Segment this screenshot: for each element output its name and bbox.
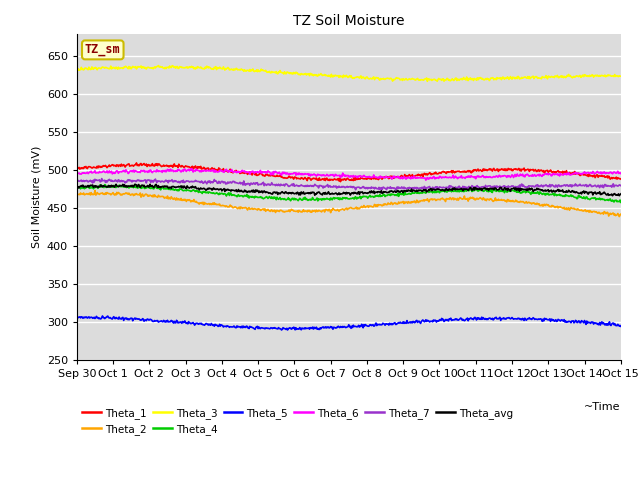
Theta_7 xyxy=(98,176,106,181)
Theta_avg xyxy=(568,188,575,194)
Theta_7 xyxy=(392,187,399,193)
Theta_5 xyxy=(278,327,285,333)
Theta_6 xyxy=(568,171,576,177)
Theta_1 xyxy=(395,175,403,180)
Theta_6 xyxy=(216,167,224,173)
Line: Theta_1: Theta_1 xyxy=(77,163,621,181)
Theta_7 xyxy=(395,184,403,190)
Theta_3 xyxy=(193,65,201,71)
Theta_1 xyxy=(216,166,224,172)
Theta_avg xyxy=(131,181,139,187)
Theta_avg xyxy=(448,186,456,192)
Title: TZ Soil Moisture: TZ Soil Moisture xyxy=(293,14,404,28)
Theta_2 xyxy=(394,201,402,207)
Theta_4 xyxy=(341,195,349,201)
Theta_5 xyxy=(568,318,576,324)
Theta_5 xyxy=(449,317,456,323)
Y-axis label: Soil Moisture (mV): Soil Moisture (mV) xyxy=(31,145,41,248)
Theta_2 xyxy=(73,192,81,197)
Theta_7 xyxy=(341,185,349,191)
Theta_avg xyxy=(609,193,616,199)
Theta_2 xyxy=(617,211,625,217)
Line: Theta_3: Theta_3 xyxy=(77,66,621,81)
Theta_1 xyxy=(449,170,456,176)
Theta_4 xyxy=(216,191,224,197)
Line: Theta_2: Theta_2 xyxy=(77,191,621,216)
Theta_6 xyxy=(394,173,402,179)
Line: Theta_4: Theta_4 xyxy=(77,185,621,202)
Theta_5 xyxy=(99,313,106,319)
Theta_4 xyxy=(394,190,402,196)
Theta_4 xyxy=(101,182,109,188)
Theta_7 xyxy=(449,184,456,190)
Theta_6 xyxy=(341,174,349,180)
Theta_6 xyxy=(422,177,429,183)
Theta_1 xyxy=(342,178,349,183)
Theta_4 xyxy=(617,199,625,205)
Theta_1 xyxy=(337,179,344,184)
Theta_1 xyxy=(617,176,625,182)
Theta_3 xyxy=(341,74,349,80)
Theta_4 xyxy=(193,188,201,194)
Theta_avg xyxy=(216,186,224,192)
Theta_3 xyxy=(394,75,402,81)
Line: Theta_5: Theta_5 xyxy=(77,316,621,330)
Theta_2 xyxy=(193,200,201,205)
Theta_avg xyxy=(341,190,349,195)
Theta_2 xyxy=(341,206,349,212)
Theta_7 xyxy=(216,180,224,186)
Theta_3 xyxy=(449,76,456,82)
Theta_5 xyxy=(216,323,224,329)
Theta_5 xyxy=(193,321,201,326)
Theta_3 xyxy=(216,65,224,71)
Line: Theta_7: Theta_7 xyxy=(77,179,621,190)
Theta_5 xyxy=(73,314,81,320)
Theta_4 xyxy=(568,193,575,199)
Theta_3 xyxy=(424,78,431,84)
Theta_1 xyxy=(132,160,140,166)
Theta_avg xyxy=(193,186,201,192)
Theta_3 xyxy=(617,73,625,79)
Theta_7 xyxy=(193,179,201,184)
Theta_avg xyxy=(73,184,81,190)
Theta_4 xyxy=(448,189,456,195)
Theta_3 xyxy=(154,63,162,69)
Theta_2 xyxy=(616,214,623,219)
Line: Theta_6: Theta_6 xyxy=(77,168,621,180)
Theta_2 xyxy=(216,203,224,208)
Theta_2 xyxy=(91,188,99,193)
Theta_1 xyxy=(73,166,81,172)
Theta_7 xyxy=(568,182,576,188)
Theta_2 xyxy=(568,205,575,211)
Theta_6 xyxy=(187,166,195,171)
Theta_5 xyxy=(395,320,403,325)
Legend: Theta_1, Theta_2, Theta_3, Theta_4, Theta_5, Theta_6, Theta_7, Theta_avg: Theta_1, Theta_2, Theta_3, Theta_4, Thet… xyxy=(82,408,513,435)
Theta_6 xyxy=(193,167,201,173)
Theta_3 xyxy=(73,67,81,73)
Theta_2 xyxy=(448,197,456,203)
Text: TZ_sm: TZ_sm xyxy=(85,43,120,56)
Theta_6 xyxy=(617,171,625,177)
Theta_1 xyxy=(568,171,576,177)
Theta_6 xyxy=(449,174,456,180)
Theta_7 xyxy=(73,179,81,185)
Theta_avg xyxy=(617,191,625,197)
Theta_5 xyxy=(617,324,625,329)
Theta_3 xyxy=(568,75,576,81)
Theta_7 xyxy=(617,183,625,189)
Theta_4 xyxy=(73,184,81,190)
Theta_5 xyxy=(342,324,349,330)
Theta_6 xyxy=(73,171,81,177)
Theta_1 xyxy=(193,166,201,172)
Theta_avg xyxy=(394,188,402,193)
Text: ~Time: ~Time xyxy=(584,402,621,412)
Line: Theta_avg: Theta_avg xyxy=(77,184,621,196)
